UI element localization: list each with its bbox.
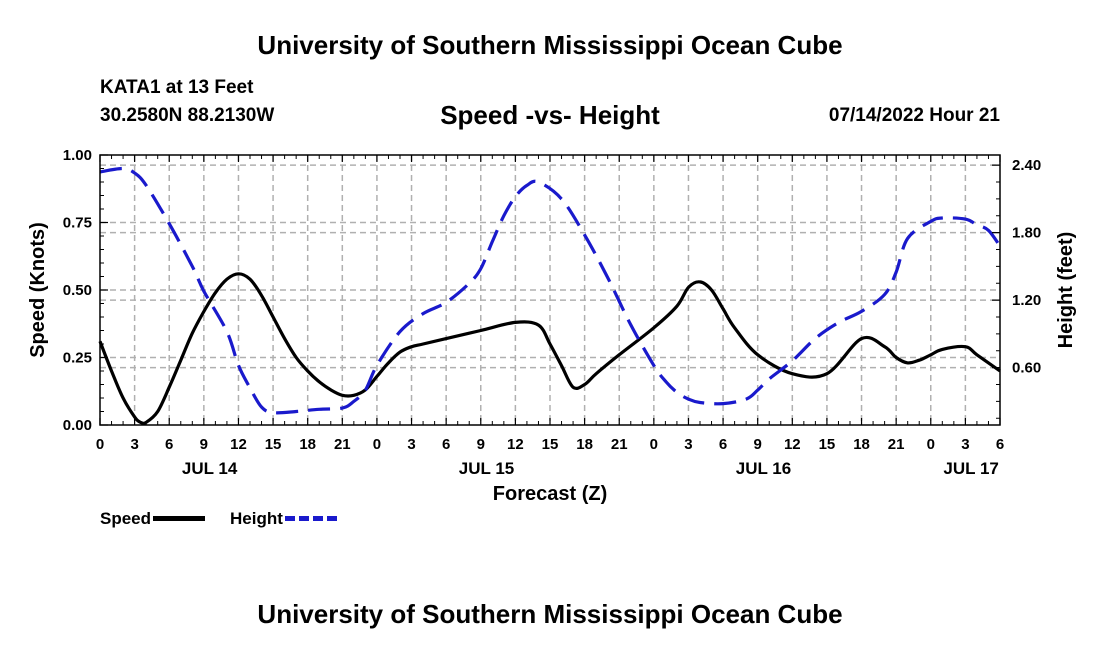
forecast-timestamp: 07/14/2022 Hour 21 xyxy=(828,105,1000,126)
legend-height: Height xyxy=(230,509,337,529)
y-axis-label-speed: Speed (Knots) xyxy=(27,222,49,358)
x-tick-label: 0 xyxy=(927,436,935,453)
x-tick-label: 6 xyxy=(719,436,727,453)
series-line-speed xyxy=(98,272,1001,425)
x-tick-label: 18 xyxy=(853,436,870,453)
y-tick-label-speed: 0.25 xyxy=(63,350,92,367)
x-tick-label: 0 xyxy=(96,436,104,453)
grid-lines xyxy=(100,155,1000,425)
x-tick-label: 12 xyxy=(784,436,801,453)
legend-height-label: Height xyxy=(230,509,283,528)
axes: 0 3 6 9 12 15 18 21 0 3 6 9 12 15 18 21 0 3 6 9 12 15 18 21 0 3 6J… xyxy=(63,147,1041,478)
x-tick-label: 0 xyxy=(373,436,381,453)
x-tick-label: 21 xyxy=(334,436,351,453)
y-tick-label-speed: 1.00 xyxy=(63,147,92,164)
chart-subtitle: Speed -vs- Height xyxy=(440,100,660,130)
date-label: JUL 15 xyxy=(459,459,514,478)
x-tick-label: 12 xyxy=(230,436,247,453)
date-label: JUL 16 xyxy=(736,459,791,478)
y-tick-label-speed: 0.50 xyxy=(63,282,92,299)
y-tick-label-height: 1.80 xyxy=(1012,225,1041,242)
x-tick-label: 6 xyxy=(442,436,450,453)
x-tick-label: 12 xyxy=(507,436,524,453)
y-tick-label-height: 1.20 xyxy=(1012,292,1041,309)
date-label: JUL 17 xyxy=(943,459,998,478)
series-line-height xyxy=(99,166,1002,415)
legend-height-swatch xyxy=(284,516,337,522)
x-tick-label: 9 xyxy=(477,436,485,453)
x-tick-label: 3 xyxy=(130,436,138,453)
x-tick-label: 9 xyxy=(754,436,762,453)
x-tick-label: 18 xyxy=(576,436,593,453)
x-tick-label: 3 xyxy=(961,436,969,453)
x-tick-label: 21 xyxy=(888,436,905,453)
date-label: JUL 14 xyxy=(182,459,238,478)
station-label: KATA1 at 13 Feet xyxy=(100,77,254,98)
x-tick-label: 21 xyxy=(611,436,628,453)
x-tick-label: 15 xyxy=(265,436,282,453)
x-axis-label: Forecast (Z) xyxy=(493,483,607,505)
x-tick-label: 0 xyxy=(650,436,658,453)
x-tick-label: 3 xyxy=(407,436,415,453)
x-tick-label: 6 xyxy=(165,436,173,453)
station-coords: 30.2580N 88.2130W xyxy=(100,105,275,126)
x-tick-label: 9 xyxy=(200,436,208,453)
legend-speed: Speed xyxy=(100,509,206,529)
legend-speed-swatch xyxy=(153,516,206,522)
x-tick-label: 6 xyxy=(996,436,1004,453)
y-axis-label-height: Height (feet) xyxy=(1055,232,1077,349)
chart-title: University of Southern Mississippi Ocean… xyxy=(257,30,843,60)
x-tick-label: 18 xyxy=(299,436,316,453)
y-tick-label-height: 2.40 xyxy=(1012,157,1041,174)
legend-speed-label: Speed xyxy=(100,509,152,528)
y-tick-label-height: 0.60 xyxy=(1012,360,1041,377)
x-tick-label: 15 xyxy=(542,436,559,453)
y-tick-label-speed: 0.75 xyxy=(63,215,92,232)
y-tick-label-speed: 0.00 xyxy=(63,417,92,434)
x-tick-label: 15 xyxy=(819,436,836,453)
footer-title: University of Southern Mississippi Ocean… xyxy=(257,599,843,629)
series-layer xyxy=(98,166,1002,425)
x-tick-label: 3 xyxy=(684,436,692,453)
